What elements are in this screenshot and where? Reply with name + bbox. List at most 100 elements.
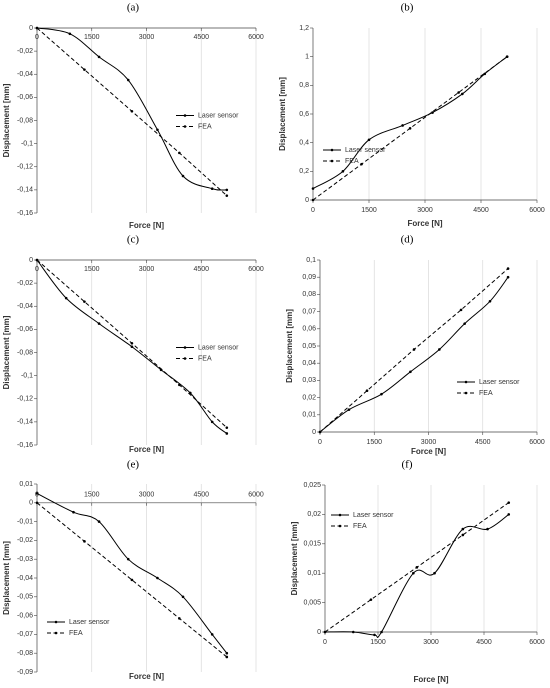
- legend-label: Laser sensor: [69, 619, 110, 626]
- x-tick-label: 4500: [473, 207, 489, 214]
- data-point: [126, 557, 130, 561]
- x-tick-label: 3000: [139, 266, 155, 273]
- data-point: [178, 383, 181, 387]
- data-point: [318, 430, 322, 434]
- data-point: [97, 322, 101, 325]
- legend-marker: [183, 125, 187, 128]
- data-line: [36, 492, 228, 654]
- y-tick-label: -0,02: [17, 537, 33, 544]
- x-tick-label: 6000: [529, 439, 545, 446]
- data-point: [178, 151, 181, 155]
- data-point: [488, 299, 492, 303]
- data-point: [431, 111, 434, 114]
- data-point: [463, 322, 466, 325]
- x-tick-label: 6000: [248, 492, 264, 499]
- x-axis-title: Force [N]: [129, 672, 164, 681]
- data-point: [380, 392, 383, 396]
- x-tick-label: 4500: [193, 34, 209, 41]
- data-point: [415, 566, 419, 569]
- y-tick-label: -0,12: [17, 396, 33, 403]
- data-point: [409, 370, 412, 374]
- x-tick-label: 6000: [529, 207, 545, 214]
- legend-marker: [330, 159, 334, 163]
- data-line: [36, 27, 227, 191]
- data-point: [486, 527, 489, 531]
- y-tick-label: -0,12: [17, 164, 33, 171]
- legend-marker: [183, 346, 187, 349]
- x-tick-label: 3000: [423, 639, 439, 646]
- legend-label: FEA: [479, 390, 493, 397]
- data-point: [210, 187, 214, 191]
- y-tick-label: 0,01: [302, 412, 316, 419]
- legend-label: Laser sensor: [479, 379, 520, 386]
- legend-marker: [183, 357, 187, 360]
- x-tick-label: 4500: [476, 639, 492, 646]
- y-tick-label: -0,02: [17, 48, 33, 55]
- legend-label: Laser sensor: [198, 344, 239, 351]
- legend-marker: [464, 391, 468, 395]
- x-tick-label: 3000: [139, 34, 155, 41]
- data-point: [210, 633, 214, 636]
- y-tick-label: 1,2: [299, 25, 309, 32]
- y-axis-title: Displacement [mm]: [2, 541, 11, 615]
- data-point: [507, 513, 511, 516]
- data-point: [457, 91, 460, 94]
- y-tick-label: -0,01: [17, 518, 33, 525]
- data-point: [126, 78, 130, 82]
- y-tick-label: -0,1: [21, 372, 33, 379]
- legend-marker: [54, 620, 58, 624]
- data-point: [225, 651, 229, 655]
- x-tick-label: 0: [311, 207, 315, 214]
- y-tick-label: -0,04: [17, 575, 33, 582]
- data-point: [506, 267, 510, 270]
- x-tick-label: 1500: [84, 34, 100, 41]
- y-tick-label: 0,01: [19, 481, 33, 488]
- data-point: [483, 72, 487, 76]
- panel-title: (f): [402, 459, 413, 471]
- y-tick-label: 0,1: [306, 257, 316, 264]
- y-tick-label: -0,04: [17, 71, 33, 78]
- y-tick-label: -0,08: [17, 117, 33, 124]
- panel-title: (e): [127, 459, 140, 471]
- data-point: [412, 348, 416, 351]
- y-tick-label: 1: [305, 54, 309, 61]
- x-tick-label: 6000: [248, 266, 264, 273]
- data-point: [506, 275, 510, 279]
- x-axis-title: Force [N]: [129, 445, 164, 454]
- x-axis-title: Force [N]: [407, 219, 442, 228]
- panel-title: (d): [401, 234, 414, 246]
- y-tick-label: 0,05: [302, 343, 316, 350]
- y-tick-label: -0,08: [17, 650, 33, 657]
- y-tick-label: -0,07: [17, 631, 33, 638]
- x-tick-label: 4500: [193, 266, 209, 273]
- y-tick-label: -0,06: [17, 326, 33, 333]
- y-tick-label: 0,005: [303, 599, 321, 606]
- y-axis-title: Displacement [mm]: [285, 309, 294, 383]
- data-line: [324, 513, 510, 638]
- data-point: [323, 630, 327, 634]
- data-point: [461, 92, 464, 96]
- data-point: [83, 540, 86, 543]
- data-point: [311, 187, 315, 190]
- data-line: [319, 276, 509, 433]
- y-tick-label: -0,14: [17, 419, 33, 426]
- legend-label: FEA: [198, 123, 212, 130]
- data-point: [341, 170, 345, 173]
- data-point: [459, 308, 463, 312]
- data-point: [130, 109, 134, 113]
- data-point: [64, 296, 68, 300]
- x-axis-title: Force [N]: [129, 221, 164, 230]
- data-point: [210, 420, 214, 424]
- y-axis-title: Displacement [mm]: [290, 521, 299, 595]
- y-tick-label: 0,04: [302, 360, 316, 367]
- data-line: [312, 56, 508, 189]
- x-tick-label: 1500: [84, 266, 100, 273]
- y-tick-label: 0,02: [302, 394, 316, 401]
- data-point: [401, 124, 404, 127]
- legend-label: FEA: [198, 355, 212, 362]
- data-point: [347, 408, 351, 411]
- data-point: [461, 527, 465, 531]
- y-tick-label: 0,03: [302, 377, 316, 384]
- data-point: [365, 389, 369, 393]
- data-point: [97, 55, 101, 59]
